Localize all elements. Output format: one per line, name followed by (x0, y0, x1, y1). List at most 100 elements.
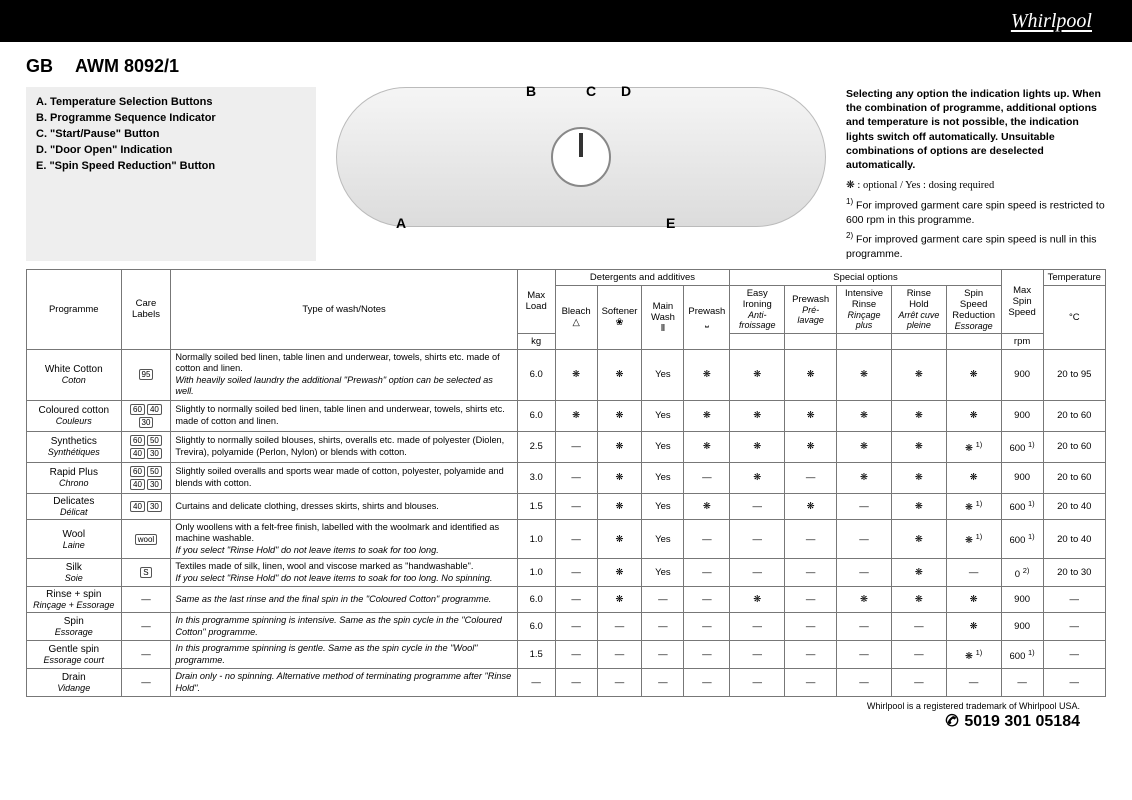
h-maxspin: Max Spin Speed (1001, 269, 1043, 333)
max-spin-rpm: 900 (1001, 349, 1043, 400)
temperature: — (1043, 613, 1105, 641)
prog-name: Gentle spinEssorage court (27, 641, 122, 669)
brand-logo: Whirlpool (1011, 10, 1092, 33)
easy-ironing: ❋ (730, 431, 785, 462)
care-labels: — (121, 641, 171, 669)
care-labels: 60504030 (121, 462, 171, 493)
max-spin-rpm: 900 (1001, 587, 1043, 613)
h-easy-fr2 (730, 333, 785, 349)
intensive-rinse: — (837, 493, 892, 519)
main-wash: — (642, 587, 684, 613)
spin-reduction: — (946, 669, 1001, 697)
care-labels: 4030 (121, 493, 171, 519)
max-load: 6.0 (517, 349, 555, 400)
page-content: GB AWM 8092/1 A. Temperature Selection B… (0, 42, 1132, 737)
main-wash: Yes (642, 349, 684, 400)
prog-name: DrainVidange (27, 669, 122, 697)
prewash-opt: ❋ (785, 431, 837, 462)
wash-notes: Slightly to normally soiled blouses, shi… (171, 431, 517, 462)
panel-graphic (336, 87, 826, 227)
table-row: DelicatesDélicat4030Curtains and delicat… (27, 493, 1106, 519)
table-row: WoolLainewoolOnly woollens with a felt-f… (27, 519, 1106, 559)
wash-notes: Curtains and delicate clothing, dresses … (171, 493, 517, 519)
wash-notes: Slightly to normally soiled bed linen, t… (171, 400, 517, 431)
temperature: 20 to 60 (1043, 400, 1105, 431)
table-row: SyntheticsSynthétiques60504030Slightly t… (27, 431, 1106, 462)
intensive-rinse: ❋ (837, 587, 892, 613)
table-row: Coloured cottonCouleurs604030Slightly to… (27, 400, 1106, 431)
prewash-opt: — (785, 669, 837, 697)
max-load: 1.5 (517, 641, 555, 669)
prewash: ❋ (684, 493, 730, 519)
table-row: Gentle spinEssorage court—In this progra… (27, 641, 1106, 669)
max-spin-rpm: 600 1) (1001, 641, 1043, 669)
max-spin-rpm: 600 1) (1001, 519, 1043, 559)
prewash: ❋ (684, 400, 730, 431)
spin-reduction: ❋ (946, 462, 1001, 493)
prog-name: SyntheticsSynthétiques (27, 431, 122, 462)
h-temp: Temperature (1043, 269, 1105, 285)
prewash-opt: ❋ (785, 400, 837, 431)
side-notes: Selecting any option the indication ligh… (846, 87, 1106, 261)
prewash: — (684, 613, 730, 641)
easy-ironing: — (730, 613, 785, 641)
intensive-rinse: ❋ (837, 431, 892, 462)
table-row: Rapid PlusChrono60504030Slightly soiled … (27, 462, 1106, 493)
bleach: — (555, 669, 597, 697)
wash-notes: Textiles made of silk, linen, wool and v… (171, 559, 517, 587)
country-code: GB (26, 56, 53, 77)
softener: ❋ (597, 349, 642, 400)
h-softener: Softener❀ (597, 285, 642, 349)
title-row: GB AWM 8092/1 (26, 56, 1106, 77)
max-load: 6.0 (517, 613, 555, 641)
prewash-opt: ❋ (785, 493, 837, 519)
prog-name: Coloured cottonCouleurs (27, 400, 122, 431)
model-number: AWM 8092/1 (75, 56, 179, 77)
h-prewash2: PrewashPré-lavage (785, 285, 837, 333)
prewash: ❋ (684, 431, 730, 462)
max-load: 3.0 (517, 462, 555, 493)
rinse-hold: ❋ (891, 431, 946, 462)
bleach: — (555, 613, 597, 641)
spin-reduction: ❋ 1) (946, 493, 1001, 519)
callout-e: E (666, 215, 675, 231)
prog-name: SpinEssorage (27, 613, 122, 641)
bleach: — (555, 519, 597, 559)
h-rinsehold: Rinse HoldArrêt cuve pleine (891, 285, 946, 333)
max-load: 2.5 (517, 431, 555, 462)
h-spinred: Spin Speed ReductionEssorage (946, 285, 1001, 333)
intensive-rinse: — (837, 519, 892, 559)
max-load: 1.5 (517, 493, 555, 519)
softener: ❋ (597, 462, 642, 493)
bleach: ❋ (555, 349, 597, 400)
prewash: — (684, 641, 730, 669)
temperature: 20 to 40 (1043, 519, 1105, 559)
side-intro: Selecting any option the indication ligh… (846, 87, 1106, 172)
side-optional-line: ❋ : optional / Yes : dosing required (846, 178, 1106, 193)
main-wash: — (642, 613, 684, 641)
callout-c: C (586, 83, 596, 99)
legend-c: C. "Start/Pause" Button (36, 128, 160, 140)
rinse-hold: ❋ (891, 559, 946, 587)
prewash: — (684, 462, 730, 493)
temperature: — (1043, 641, 1105, 669)
legend-e: E. "Spin Speed Reduction" Button (36, 160, 215, 172)
easy-ironing: — (730, 493, 785, 519)
temperature: — (1043, 669, 1105, 697)
spin-reduction: — (946, 559, 1001, 587)
temperature: 20 to 95 (1043, 349, 1105, 400)
easy-ironing: — (730, 669, 785, 697)
prog-name: White CottonCoton (27, 349, 122, 400)
prewash-opt: — (785, 519, 837, 559)
rinse-hold: — (891, 613, 946, 641)
prewash: ❋ (684, 349, 730, 400)
prewash: — (684, 587, 730, 613)
rinse-hold: — (891, 641, 946, 669)
table-row: SilkSoieSTextiles made of silk, linen, w… (27, 559, 1106, 587)
spin-reduction: ❋ (946, 613, 1001, 641)
prog-name: Rapid PlusChrono (27, 462, 122, 493)
care-labels: 60504030 (121, 431, 171, 462)
prewash-opt: — (785, 462, 837, 493)
rinse-hold: ❋ (891, 349, 946, 400)
rinse-hold: ❋ (891, 462, 946, 493)
